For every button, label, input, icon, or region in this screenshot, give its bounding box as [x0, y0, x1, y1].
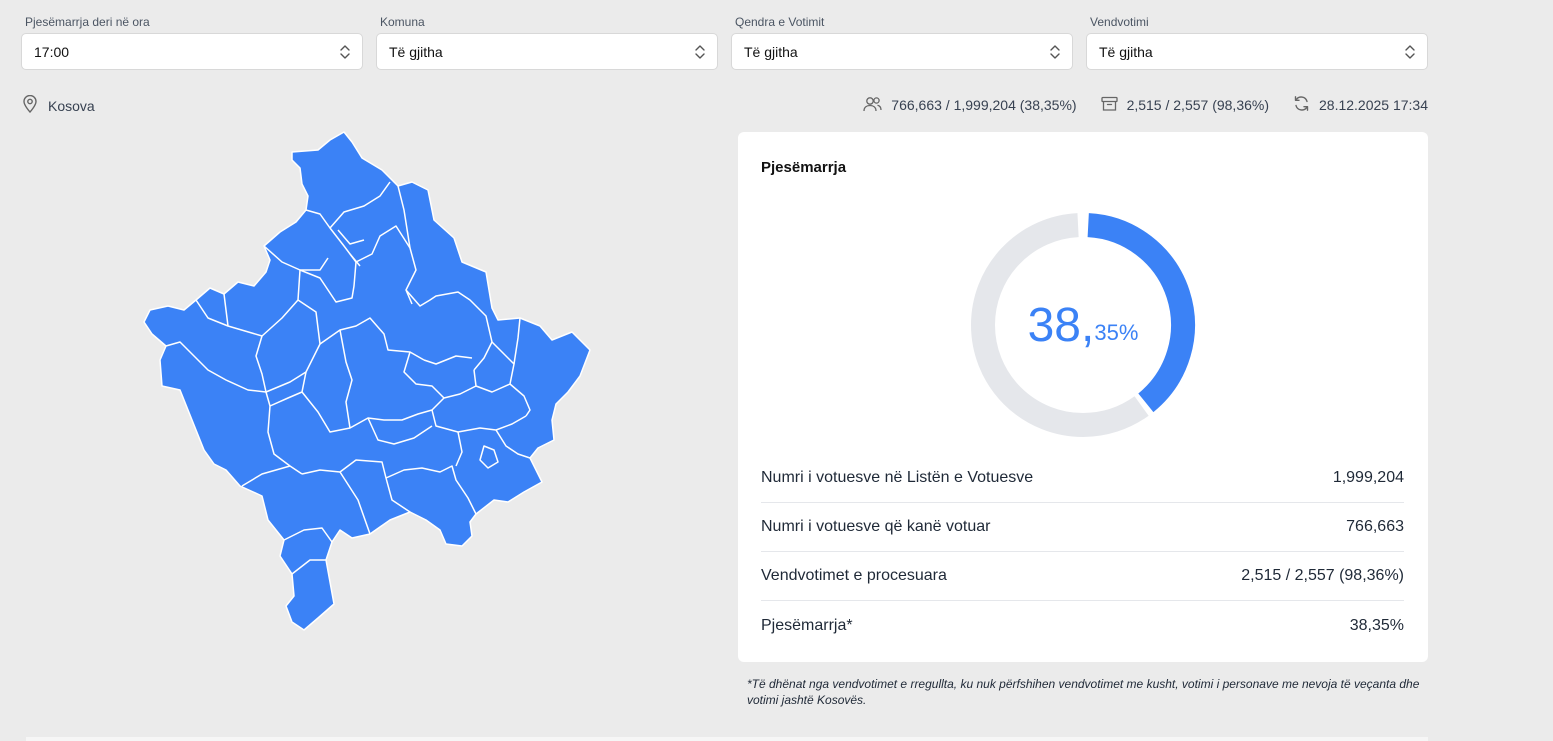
filter-municipality: Komuna Të gjitha	[376, 14, 718, 70]
turnout-value-integer: 38,	[1027, 298, 1095, 352]
location-indicator: Kosova	[22, 94, 95, 116]
chevron-up-down-icon	[1405, 44, 1415, 59]
municipality-select-value: Të gjitha	[389, 43, 443, 60]
detail-row-label: Numri i votuesve që kanë votuar	[761, 518, 991, 535]
users-icon	[863, 96, 882, 115]
detail-row: Pjesëmarrja* 38,35%	[761, 601, 1404, 650]
polling-station-select[interactable]: Të gjitha	[1086, 33, 1428, 70]
archive-box-icon	[1100, 96, 1118, 115]
turnout-details: Numri i votuesve në Listën e Votuesve 1,…	[761, 454, 1404, 650]
filters-bar: Pjesëmarrja deri në ora 17:00 Komuna Të …	[21, 14, 1428, 70]
donut-track	[971, 213, 1195, 437]
detail-row-label: Pjesëmarrja*	[761, 616, 853, 634]
municipality-select[interactable]: Të gjitha	[376, 33, 718, 70]
detail-row-value: 38,35%	[1349, 616, 1404, 634]
voting-center-select-value: Të gjitha	[744, 43, 798, 60]
detail-row-value: 1,999,204	[1332, 469, 1404, 486]
detail-row-label: Numri i votuesve në Listën e Votuesve	[761, 469, 1034, 486]
voters-stat-value: 766,663 / 1,999,204 (38,35%)	[891, 97, 1077, 113]
turnout-value-decimal: 35%	[1094, 320, 1139, 345]
updated-stat[interactable]: 28.12.2025 17:34	[1293, 95, 1428, 115]
time-select[interactable]: 17:00	[21, 33, 363, 70]
map-pin-icon	[22, 94, 38, 116]
filter-municipality-label: Komuna	[380, 15, 425, 29]
kosovo-map-outline[interactable]	[143, 131, 591, 631]
summary-stats: 766,663 / 1,999,204 (38,35%) 2,515 / 2,5…	[863, 95, 1428, 115]
filter-voting-center: Qendra e Votimit Të gjitha	[731, 14, 1073, 70]
next-section-edge	[26, 737, 1428, 741]
chevron-up-down-icon	[340, 44, 350, 59]
time-select-value: 17:00	[34, 43, 70, 60]
detail-row: Vendvotimet e procesuara 2,515 / 2,557 (…	[761, 552, 1404, 601]
filter-voting-center-label: Qendra e Votimit	[735, 15, 825, 29]
card-title: Pjesëmarrja	[761, 159, 847, 176]
municipality-borders	[165, 181, 531, 575]
detail-row-value: 766,663	[1346, 518, 1404, 535]
donut-progress-arc	[1087, 213, 1195, 413]
turnout-card: Pjesëmarrja 38, 35% Numri i votuesve në …	[738, 132, 1428, 662]
filter-time-label: Pjesëmarrja deri në ora	[25, 15, 150, 29]
turnout-value: 38, 35%	[967, 209, 1199, 441]
updated-stat-value: 28.12.2025 17:34	[1319, 97, 1428, 113]
footnote: *Të dhënat nga vendvotimet e rregullta, …	[747, 677, 1420, 707]
voters-stat: 766,663 / 1,999,204 (38,35%)	[863, 96, 1077, 115]
location-name: Kosova	[48, 97, 95, 114]
kosovo-map[interactable]	[140, 130, 595, 635]
turnout-donut-chart	[971, 213, 1195, 437]
voting-center-select[interactable]: Të gjitha	[731, 33, 1073, 70]
chevron-up-down-icon	[695, 44, 705, 59]
refresh-icon[interactable]	[1293, 95, 1310, 115]
polling-station-select-value: Të gjitha	[1099, 43, 1153, 60]
detail-row-label: Vendvotimet e procesuara	[761, 567, 947, 584]
stations-stat: 2,515 / 2,557 (98,36%)	[1100, 96, 1269, 115]
detail-row-value: 2,515 / 2,557 (98,36%)	[1241, 567, 1404, 584]
filter-polling-station-label: Vendvotimi	[1090, 15, 1149, 29]
stations-stat-value: 2,515 / 2,557 (98,36%)	[1126, 97, 1269, 113]
detail-row: Numri i votuesve që kanë votuar 766,663	[761, 503, 1404, 552]
detail-row: Numri i votuesve në Listën e Votuesve 1,…	[761, 454, 1404, 503]
filter-polling-station: Vendvotimi Të gjitha	[1086, 14, 1428, 70]
chevron-up-down-icon	[1050, 44, 1060, 59]
filter-time: Pjesëmarrja deri në ora 17:00	[21, 14, 363, 70]
